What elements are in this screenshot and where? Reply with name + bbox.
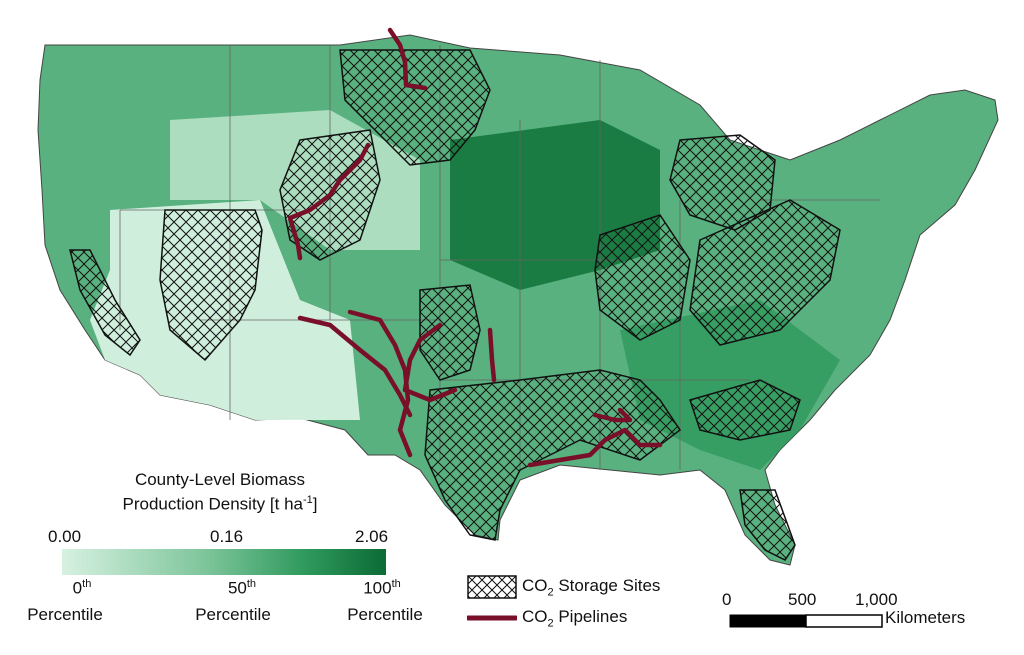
storage-legend-pre: CO bbox=[522, 576, 548, 595]
percentile-100: 100th bbox=[352, 578, 412, 599]
pipeline-legend-pre: CO bbox=[522, 607, 548, 626]
pipeline-legend-sub: 2 bbox=[547, 617, 554, 630]
percentile-50-sup: th bbox=[246, 578, 257, 590]
legend-title-end: ] bbox=[312, 494, 318, 514]
percentile-50-num: 50 bbox=[227, 578, 247, 598]
pipeline-legend-label: CO2 Pipelines bbox=[522, 607, 627, 629]
storage-legend-post: Storage Sites bbox=[553, 576, 661, 595]
pipeline-permian-east bbox=[402, 322, 458, 403]
legend-title: County-Level Biomass Production Density … bbox=[70, 470, 370, 515]
legend-value-mid: 0.16 bbox=[210, 527, 244, 546]
color-ramp bbox=[62, 549, 386, 575]
storage-site-florida bbox=[739, 489, 796, 561]
percentile-0-num: 0 bbox=[72, 578, 83, 598]
scale-tick-500: 500 bbox=[788, 590, 817, 609]
pipeline-oklahoma bbox=[487, 327, 497, 383]
percentile-0-sup: th bbox=[82, 578, 92, 590]
storage-site-williston bbox=[339, 49, 491, 166]
storage-site-gulf bbox=[424, 369, 682, 541]
percentile-0: 0th bbox=[62, 578, 102, 599]
pipeline-legend-swatch bbox=[467, 615, 517, 621]
scale-tick-1000: 1,000 bbox=[855, 590, 898, 609]
legend-title-line2: Production Density [t ha-1] bbox=[70, 490, 370, 515]
legend-value-min: 0.00 bbox=[48, 527, 82, 546]
percentile-50-label: Percentile bbox=[195, 605, 271, 624]
storage-site-anadarko bbox=[419, 284, 481, 381]
percentile-0-label: Percentile bbox=[27, 605, 103, 624]
percentile-100-num: 100 bbox=[363, 578, 392, 598]
pipeline-permian-main bbox=[347, 309, 413, 458]
pipeline-louisiana bbox=[592, 407, 633, 423]
storage-site-appalachian bbox=[689, 199, 841, 346]
pipeline-legend-post: Pipelines bbox=[553, 607, 628, 626]
legend-title-text: Production Density [t ha bbox=[122, 494, 303, 514]
pipeline-gulf bbox=[527, 427, 663, 468]
percentile-50: 50th bbox=[212, 578, 272, 599]
storage-legend-label: CO2 Storage Sites bbox=[522, 576, 660, 598]
storage-legend-sub: 2 bbox=[547, 586, 554, 599]
legend-value-max: 2.06 bbox=[355, 527, 389, 546]
percentile-100-label: Percentile bbox=[347, 605, 423, 624]
scale-bar bbox=[729, 614, 883, 628]
pipeline-north-dakota bbox=[387, 27, 428, 91]
co2-pipelines bbox=[287, 27, 663, 468]
storage-site-california bbox=[69, 249, 141, 357]
pipeline-colorado bbox=[297, 315, 413, 418]
legend-title-line1: County-Level Biomass bbox=[134, 470, 306, 489]
storage-site-great-basin bbox=[159, 209, 263, 362]
storage-site-southeast bbox=[689, 379, 801, 441]
percentile-100-sup: th bbox=[391, 578, 401, 590]
pipeline-wyoming bbox=[287, 142, 371, 261]
scale-tick-0: 0 bbox=[722, 590, 732, 609]
scale-unit: Kilometers bbox=[885, 608, 966, 627]
storage-site-illinois bbox=[594, 214, 691, 341]
legend-title-sup: -1 bbox=[302, 494, 313, 506]
storage-legend-swatch bbox=[467, 575, 517, 599]
